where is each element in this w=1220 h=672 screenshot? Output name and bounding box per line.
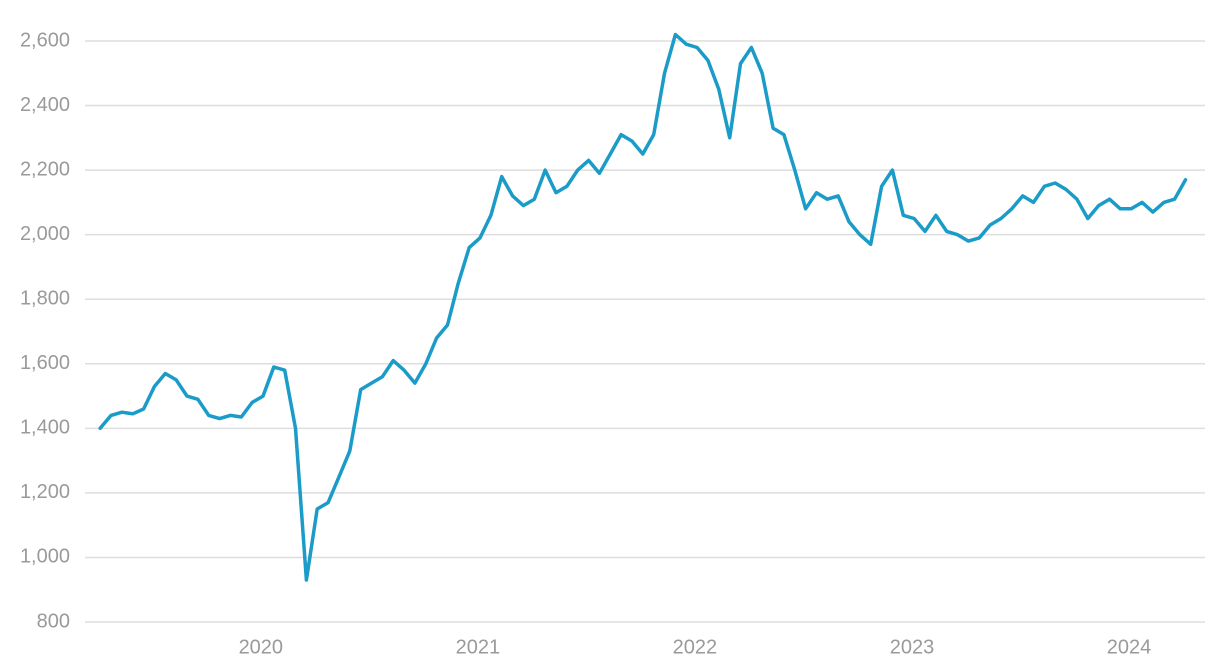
x-tick-label: 2023 [890,636,935,658]
y-tick-label: 2,400 [20,94,70,116]
line [98,32,1188,582]
y-tick-label: 1,600 [20,352,70,374]
y-tick-label: 1,400 [20,417,70,439]
x-tick-label: 2020 [239,636,284,658]
x-tick-label: 2022 [673,636,718,658]
y-tick-label: 800 [37,610,70,632]
x-tick-label: 2021 [456,636,501,658]
y-tick-label: 1,200 [20,481,70,503]
y-tick-label: 2,000 [20,223,70,245]
x-tick-label: 2024 [1107,636,1152,658]
y-tick-label: 2,200 [20,158,70,180]
y-tick-label: 2,600 [20,29,70,51]
y-tick-label: 1,800 [20,288,70,310]
y-tick-label: 1,000 [20,546,70,568]
